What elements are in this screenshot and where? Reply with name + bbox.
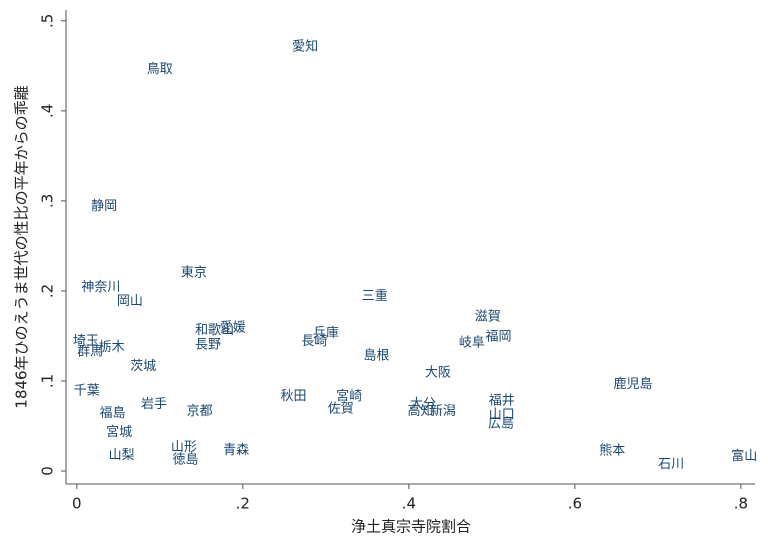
point-label: 石川 — [658, 457, 684, 472]
point-label: 大阪 — [425, 365, 451, 380]
point-label: 岩手 — [141, 397, 167, 412]
point-label: 島根 — [363, 348, 389, 363]
point-label: 福岡 — [485, 329, 511, 344]
point-label: 佐賀 — [328, 401, 354, 416]
point-label: 茨城 — [130, 359, 156, 374]
y-tick-label: .2 — [39, 284, 57, 298]
point-label: 新潟 — [430, 403, 456, 419]
y-tick-label: .4 — [39, 104, 57, 118]
point-label: 鳥取 — [147, 62, 173, 77]
point-label: 宮崎 — [336, 388, 362, 404]
point-label: 福島 — [99, 406, 125, 421]
point-label: 鹿児島 — [613, 376, 652, 392]
point-label: 岡山 — [117, 294, 143, 309]
y-tick-label: .1 — [39, 374, 57, 388]
point-label: 宮城 — [106, 424, 132, 440]
x-tick-label: 0 — [72, 495, 82, 513]
point-label: 滋賀 — [475, 310, 501, 325]
point-label: 長野 — [195, 337, 221, 352]
point-label: 兵庫 — [313, 326, 339, 341]
point-label: 広島 — [488, 417, 514, 432]
y-tick-label: .5 — [39, 14, 57, 28]
point-label: 京都 — [187, 404, 213, 419]
y-tick-label: 0 — [39, 466, 57, 476]
x-tick-label: .4 — [402, 495, 416, 513]
point-label: 岐阜 — [459, 335, 485, 351]
point-label: 大分 — [410, 397, 436, 412]
point-label: 三重 — [362, 288, 388, 304]
point-label: 秋田 — [280, 389, 306, 404]
point-label: 愛媛 — [220, 320, 246, 335]
x-tick-label: .8 — [734, 495, 748, 513]
x-tick-label: .6 — [568, 495, 582, 513]
x-tick-label: .2 — [236, 495, 250, 513]
point-label: 富山 — [731, 448, 757, 464]
x-axis-title: 浄土真宗寺院割合 — [351, 518, 471, 536]
point-label: 長崎 — [301, 334, 327, 349]
y-tick-label: .3 — [39, 194, 57, 208]
point-label: 山梨 — [109, 448, 135, 463]
point-label: 山口 — [489, 408, 515, 423]
point-label: 青森 — [223, 443, 249, 458]
point-label: 静岡 — [91, 199, 117, 214]
point-label: 千葉 — [74, 383, 100, 398]
y-axis-title: 1846年ひのえうま世代の性比の平年からの乖離 — [13, 85, 31, 408]
point-label: 熊本 — [599, 443, 625, 459]
point-label: 和歌山 — [195, 323, 234, 338]
point-label: 群馬 — [77, 345, 103, 360]
point-label: 山形 — [171, 440, 197, 455]
point-label: 徳島 — [173, 453, 199, 468]
point-label: 神奈川 — [81, 280, 120, 295]
point-label: 福井 — [489, 393, 515, 408]
point-label: 愛知 — [292, 38, 318, 54]
point-label: 埼玉 — [73, 334, 99, 349]
point-label: 栃木 — [99, 340, 125, 355]
point-label: 東京 — [181, 264, 207, 280]
point-label: 高知 — [407, 403, 433, 419]
